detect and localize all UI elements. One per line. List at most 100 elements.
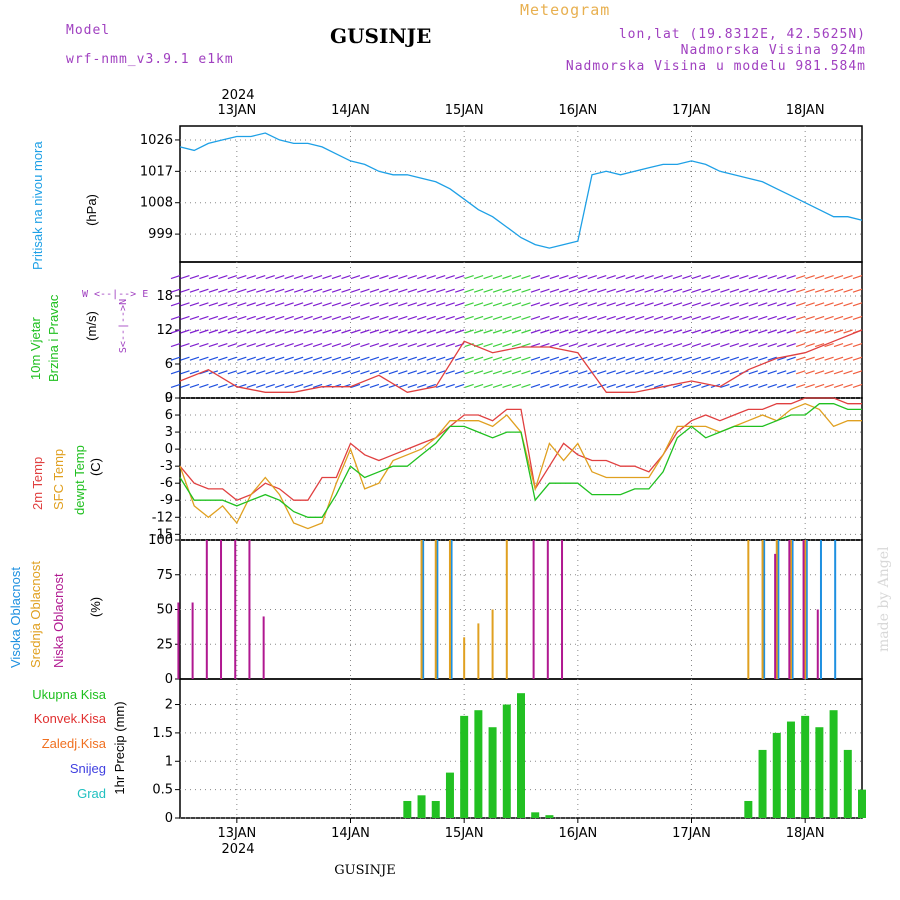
lonlat-text: lon,lat (19.8312E, 42.5625N) [619, 27, 866, 42]
wind-barb [360, 356, 370, 361]
wind-barb [426, 275, 436, 280]
wind-barb [663, 356, 673, 361]
wind-barb [388, 329, 399, 334]
wind-barb [426, 315, 436, 320]
wind-barb [331, 356, 342, 361]
wind-barb [284, 315, 294, 320]
wind-barb [777, 370, 787, 375]
pressure-unit: (hPa) [84, 194, 99, 226]
wind-barb [852, 370, 863, 375]
day-label-top: 17JAN [672, 103, 711, 118]
wind-barb [559, 288, 569, 293]
wind-barb [625, 329, 635, 334]
altitude-text: Nadmorska Visina 924m [681, 43, 866, 58]
wind-barb [691, 275, 702, 280]
wind-barb [398, 356, 408, 361]
wind-barb [208, 302, 219, 307]
wind-barb [331, 370, 342, 375]
footer-station: GUSINJE [334, 863, 395, 878]
wind-barb [710, 275, 721, 280]
wind-barb [758, 288, 768, 293]
wind-barb [246, 370, 256, 375]
wind-barb [464, 275, 474, 280]
wind-barb [436, 288, 446, 293]
wind-barb [398, 329, 408, 334]
wind-barb [502, 383, 512, 388]
wind-barb [350, 370, 361, 375]
wind-barb [360, 343, 370, 348]
wind-barb [777, 275, 787, 280]
wind-barb [237, 302, 247, 307]
wind-barb [663, 302, 673, 307]
cloud-label-high: Visoka Oblacnost [8, 567, 23, 668]
wind-barb [199, 302, 209, 307]
cloud-label-mid: Srednja Oblacnost [28, 561, 43, 668]
wind-barb [795, 343, 806, 348]
wind-barb [616, 315, 626, 320]
precip-bar [474, 710, 483, 818]
wind-barb [786, 356, 796, 361]
wind-barb [227, 343, 238, 348]
wind-barb [426, 356, 436, 361]
wind-barb [312, 329, 323, 334]
wind-barb [530, 343, 541, 348]
wind-barb [549, 275, 560, 280]
wind-barb [445, 343, 455, 348]
precip-label-snow: Snijeg [70, 761, 106, 776]
wind-barb [464, 356, 474, 361]
wind-barb [710, 315, 721, 320]
wind-barb [568, 329, 579, 334]
temperature-ytick-label: 9 [165, 391, 173, 406]
wind-barb [672, 383, 683, 388]
wind-barb [237, 343, 247, 348]
wind-barb [578, 383, 588, 388]
watermark: made by Angel [876, 546, 892, 652]
wind-barb [180, 383, 190, 388]
wind-barb [795, 315, 806, 320]
wind-barb [653, 302, 664, 307]
wind-barb [653, 329, 664, 334]
wind-barb [843, 315, 853, 320]
wind-barb [540, 343, 550, 348]
wind-barb [275, 288, 285, 293]
wind-barb [388, 315, 399, 320]
wind-barb [511, 383, 522, 388]
wind-barb [568, 370, 579, 375]
wind-barb [407, 275, 417, 280]
wind-barb [218, 329, 228, 334]
wind-barb [597, 356, 607, 361]
wind-barb [483, 288, 493, 293]
wind-barb [350, 288, 361, 293]
wind-barb [748, 302, 758, 307]
wind-barb [426, 302, 436, 307]
wind-barb [549, 329, 560, 334]
wind-barb [843, 343, 853, 348]
wind-barb [312, 383, 323, 388]
wind-barb [350, 383, 361, 388]
wind-barb [208, 275, 219, 280]
wind-barb [265, 343, 275, 348]
wind-barb [644, 356, 654, 361]
wind-barb [616, 275, 626, 280]
wind-barb [511, 315, 522, 320]
wind-barb [795, 302, 806, 307]
precip-unit: 1hr Precip (mm) [112, 701, 127, 794]
wind-barb [369, 343, 380, 348]
wind-ytick-label: 6 [165, 357, 173, 372]
wind-barb [663, 288, 673, 293]
wind-barb [530, 329, 541, 334]
wind-barb [568, 302, 579, 307]
wind-barb [180, 343, 190, 348]
wind-barb [634, 370, 645, 375]
wind-barb [559, 302, 569, 307]
year-bottom: 2024 [221, 842, 254, 857]
wind-barb [606, 288, 616, 293]
wind-barb [672, 275, 683, 280]
wind-barb [805, 315, 815, 320]
wind-barb [578, 302, 588, 307]
wind-barb [758, 329, 768, 334]
wind-barb [587, 288, 597, 293]
wind-barb [521, 315, 531, 320]
wind-barb [360, 370, 370, 375]
wind-barb [616, 343, 626, 348]
